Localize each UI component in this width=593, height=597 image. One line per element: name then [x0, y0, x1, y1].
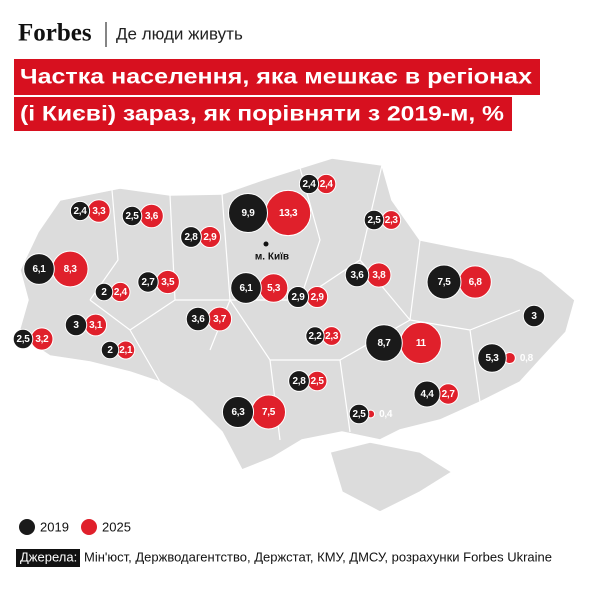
value-label-2025: 6,8 [469, 277, 483, 288]
sources-label-bg [16, 549, 80, 567]
value-label-2019: 2,8 [292, 376, 306, 387]
section: Де люди живуть [116, 24, 243, 43]
bubble-2019 [344, 262, 370, 288]
value-label-2019: 2,5 [367, 215, 381, 226]
bubble-2019 [348, 403, 370, 425]
value-label-2019: 6,3 [231, 407, 245, 418]
value-label-2019: 2 [107, 345, 113, 356]
bubble-2019 [180, 226, 202, 248]
value-label-2025: 3,6 [145, 211, 159, 222]
brand: Forbes [18, 20, 92, 47]
title-bg [14, 59, 540, 95]
value-label-2019: 9,9 [241, 208, 255, 219]
value-label-2025: 2,4 [114, 287, 128, 298]
bubble-2019 [288, 370, 310, 392]
legend-label: 2019 [40, 519, 69, 534]
value-label-2025: 11 [416, 338, 427, 349]
value-label-2025: 0,8 [520, 353, 534, 364]
value-label-2019: 2,4 [302, 179, 316, 190]
value-label-2025: 2,5 [311, 376, 325, 387]
value-label-2025: 5,3 [267, 283, 281, 294]
bubble-2019 [100, 340, 120, 360]
value-label-2019: 6,1 [239, 283, 253, 294]
title-bg [14, 97, 512, 131]
value-label-2019: 2 [101, 287, 107, 298]
value-label-2025: 2,3 [385, 215, 399, 226]
value-label-2025: 13,3 [279, 208, 298, 219]
city-label: м. Київ [255, 252, 289, 263]
legend-swatch [81, 519, 97, 535]
title: (і Києві) зараз, як порівняти з 2019-м, … [20, 103, 504, 126]
bubble-2019 [23, 253, 55, 285]
bubble-2019 [94, 282, 114, 302]
bubble-2019 [230, 272, 262, 304]
legend-swatch [19, 519, 35, 535]
value-label-2019: 6,1 [32, 264, 46, 275]
bubble-2019 [69, 200, 91, 222]
bubble-2019 [185, 306, 211, 332]
value-label-2019: 8,7 [377, 338, 391, 349]
bubble-2019 [363, 209, 385, 231]
bubble-2019 [365, 324, 403, 362]
bubble-2019 [227, 192, 269, 234]
value-label-2025: 2,9 [203, 232, 217, 243]
legend: 2019 2025 [19, 519, 131, 535]
value-label-2019: 4,4 [420, 389, 434, 400]
value-label-2025: 3,1 [89, 320, 103, 331]
sources-text: Мін'юст, Держводагентство, Держстат, КМУ… [84, 549, 552, 564]
value-label-2019: 2,4 [73, 206, 87, 217]
value-label-2019: 7,5 [437, 277, 451, 288]
value-label-2025: 0,4 [379, 409, 393, 420]
bubble-2019 [305, 326, 325, 346]
value-label-2019: 5,3 [485, 353, 499, 364]
value-label-2025: 2,3 [325, 331, 339, 342]
value-label-2025: 3,3 [92, 206, 106, 217]
legend-label: 2025 [102, 519, 131, 534]
bubble-2019 [12, 328, 34, 350]
city-dot [263, 241, 269, 247]
value-label-2019: 3 [531, 311, 537, 322]
value-label-2019: 2,5 [16, 334, 30, 345]
value-label-2025: 2,9 [311, 292, 325, 303]
crimea [329, 441, 454, 513]
value-label-2019: 2,2 [308, 331, 322, 342]
sources-label: Джерела: [20, 549, 77, 564]
bubble-2019 [286, 285, 310, 309]
bubble-2019 [522, 304, 546, 328]
value-label-2025: 2,1 [119, 345, 133, 356]
value-label-2025: 3,7 [213, 314, 227, 325]
value-label-2019: 3,6 [191, 314, 205, 325]
value-label-2019: 3 [73, 320, 79, 331]
value-label-2019: 2,7 [141, 277, 155, 288]
bubble-2019 [221, 395, 255, 429]
bubble-2019 [298, 173, 320, 195]
bubble-2019 [413, 380, 441, 408]
value-label-2019: 2,5 [125, 211, 139, 222]
value-label-2025: 3,5 [161, 277, 175, 288]
bubble-2019 [426, 264, 462, 300]
value-label-2019: 2,5 [352, 409, 366, 420]
value-label-2025: 8,3 [64, 264, 78, 275]
value-label-2019: 2,9 [291, 292, 305, 303]
bubble-2019 [121, 205, 143, 227]
value-label-2019: 3,6 [350, 270, 364, 281]
value-label-2025: 2,7 [442, 389, 456, 400]
value-label-2025: 3,8 [372, 270, 386, 281]
bubbles: 3,3 2,4 3,6 2,5 2,9 2,8 13,3 9,9 2,4 2,4 2,3 2,5 8,3… [12, 173, 546, 430]
bubble-2019 [477, 343, 507, 373]
bubble-2019 [137, 271, 159, 293]
value-label-2025: 2,4 [320, 179, 334, 190]
bubble-2019 [64, 313, 88, 337]
value-label-2019: 2,8 [184, 232, 198, 243]
value-label-2025: 7,5 [262, 407, 276, 418]
title: Частка населення, яка мешкає в регіонах [20, 66, 532, 89]
value-label-2025: 3,2 [35, 334, 49, 345]
